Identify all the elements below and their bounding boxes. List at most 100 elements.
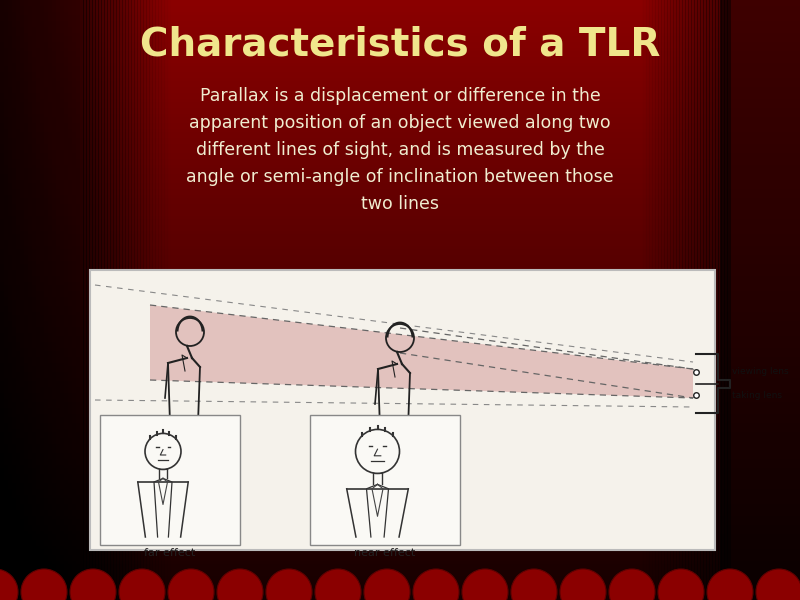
Bar [158, 0, 160, 600]
Bar [0, 35, 800, 39]
Bar [0, 428, 800, 432]
Bar [0, 224, 800, 228]
Circle shape [609, 569, 655, 600]
Bar [0, 239, 800, 243]
Bar [0, 554, 800, 558]
Bar [0, 443, 800, 447]
Circle shape [0, 569, 18, 600]
Bar [0, 236, 800, 240]
Bar [0, 0, 108, 600]
Bar [0, 476, 800, 480]
Bar [0, 0, 120, 600]
Bar [0, 0, 12, 600]
Bar [0, 5, 800, 9]
Bar [0, 0, 136, 600]
Bar [0, 506, 800, 510]
Bar [0, 314, 800, 318]
Bar [0, 32, 800, 36]
Bar [666, 0, 667, 600]
Bar [0, 338, 800, 342]
Bar [669, 0, 670, 600]
Polygon shape [150, 305, 693, 398]
Bar [0, 482, 800, 486]
Bar [714, 0, 715, 600]
Bar [718, 0, 720, 600]
Bar [0, 524, 800, 528]
Bar [0, 215, 800, 219]
Bar [0, 305, 800, 309]
Bar [0, 23, 800, 27]
Bar [0, 0, 160, 600]
Bar [0, 275, 800, 279]
Circle shape [560, 569, 606, 600]
Bar [0, 77, 800, 81]
Bar [146, 0, 148, 600]
Bar [0, 0, 88, 600]
Bar [0, 362, 800, 366]
Bar [0, 41, 800, 45]
Bar [0, 158, 800, 162]
Circle shape [217, 569, 263, 600]
Bar [122, 0, 124, 600]
Bar [0, 173, 800, 177]
Bar [140, 0, 142, 600]
Bar [119, 0, 121, 600]
Bar [110, 0, 112, 600]
Bar [652, 0, 654, 600]
Bar [0, 290, 800, 294]
Bar [0, 515, 800, 519]
Bar [0, 0, 80, 600]
Bar [0, 440, 800, 444]
Circle shape [756, 569, 800, 600]
Bar [107, 0, 109, 600]
Bar [0, 539, 800, 543]
Bar [0, 71, 800, 75]
Bar [0, 521, 800, 525]
Bar [0, 512, 800, 516]
Bar [0, 584, 800, 588]
Bar [0, 278, 800, 282]
Bar [0, 0, 100, 600]
Bar [167, 0, 169, 600]
Bar [0, 0, 32, 600]
Bar [0, 332, 800, 336]
Bar [640, 0, 642, 600]
Bar [0, 530, 800, 534]
Bar [0, 125, 800, 129]
Bar [0, 353, 800, 357]
Bar [0, 161, 800, 165]
Circle shape [658, 569, 704, 600]
Bar [694, 0, 696, 600]
Bar [0, 566, 800, 570]
Bar [0, 536, 800, 540]
Bar [717, 0, 718, 600]
Bar [0, 533, 800, 537]
Bar [0, 0, 112, 600]
Bar [0, 491, 800, 495]
Bar [0, 266, 800, 270]
Bar [0, 0, 28, 600]
Bar [130, 0, 131, 600]
Bar [0, 293, 800, 297]
Bar [86, 0, 88, 600]
Bar [0, 371, 800, 375]
Bar [0, 368, 800, 372]
Bar [310, 415, 460, 545]
Bar [0, 542, 800, 546]
Bar [113, 0, 115, 600]
Bar [0, 380, 800, 384]
Circle shape [266, 569, 312, 600]
Bar [0, 245, 800, 249]
Bar [0, 551, 800, 555]
Bar [674, 0, 677, 600]
Bar [0, 167, 800, 171]
Bar [661, 0, 663, 600]
Bar [645, 0, 646, 600]
Bar [0, 467, 800, 471]
Bar [0, 113, 800, 117]
Bar [670, 0, 672, 600]
Bar [0, 17, 800, 21]
Bar [682, 0, 684, 600]
Bar [0, 359, 800, 363]
Bar [0, 350, 800, 354]
